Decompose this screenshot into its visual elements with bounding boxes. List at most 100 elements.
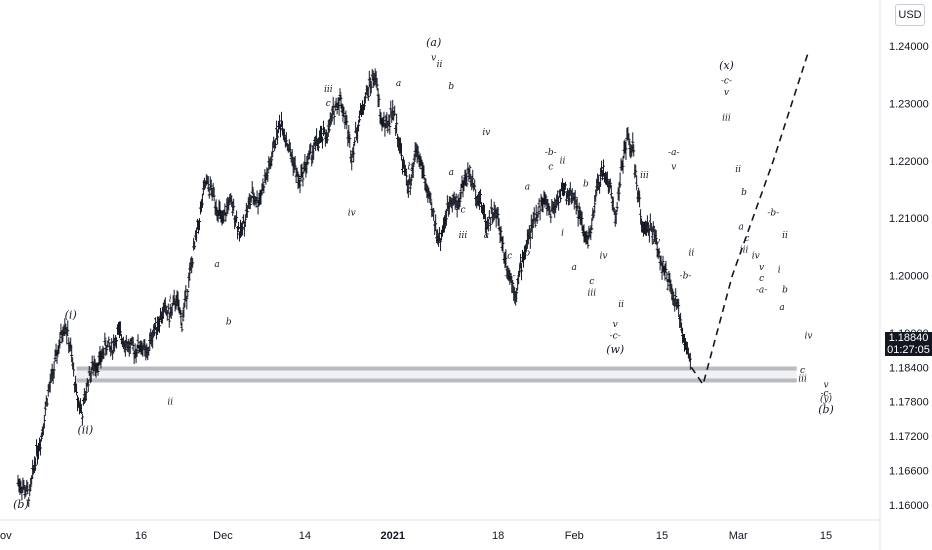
wave-label: a [525, 182, 530, 192]
wave-label: b [407, 162, 413, 172]
wave-label: -c- [820, 389, 831, 399]
y-tick-label: 1.16000 [889, 500, 929, 512]
wave-label: v [671, 162, 676, 172]
x-tick-label: Mar [729, 530, 748, 542]
wave-label: c [800, 366, 805, 376]
wave-label: a [572, 263, 577, 273]
wave-label: iii [459, 231, 468, 241]
wave-label: b [583, 180, 589, 190]
wave-label: -b- [680, 271, 692, 281]
wave-label: a [484, 231, 489, 241]
wave-label: (w) [606, 343, 624, 356]
wave-label: b [226, 317, 232, 327]
y-tick-label: 1.17200 [889, 431, 929, 443]
projection-path [690, 51, 810, 387]
wave-label: (i) [65, 309, 77, 322]
wave-label: a [779, 303, 784, 313]
y-tick-label: 1.20000 [889, 271, 929, 283]
y-tick-label: 1.21000 [889, 213, 929, 225]
wave-label: a [449, 168, 454, 178]
wave-label: iii [722, 114, 731, 124]
wave-label: iv [804, 332, 812, 342]
wave-label: b [782, 286, 788, 296]
wave-label: ii [167, 398, 173, 408]
wave-label: a [738, 223, 743, 233]
wave-label: c [589, 277, 594, 287]
x-tick-label: 16 [135, 530, 147, 542]
y-axis-ticks[interactable]: 1.240001.230001.220001.210001.200001.190… [889, 41, 929, 512]
wave-label: c [759, 274, 764, 284]
wave-label: (b) [818, 403, 834, 416]
wave-label: iii [587, 289, 596, 299]
wave-label: ii [437, 60, 443, 70]
wave-label: i [778, 266, 781, 276]
wave-label: iv [600, 251, 608, 261]
y-tick-label: 1.17800 [889, 397, 929, 409]
wave-label: iv [482, 128, 490, 138]
wave-label: -c- [721, 76, 732, 86]
wave-label: a [396, 79, 401, 89]
x-tick-label: 14 [299, 530, 311, 542]
wave-label: iv [652, 237, 660, 247]
last-price-label: 1.18840 01:27:05 [885, 332, 932, 357]
wave-label: c [548, 162, 553, 172]
y-tick-label: 1.24000 [889, 41, 929, 53]
wave-label: i [561, 228, 564, 238]
wave-label: i [169, 294, 172, 304]
x-tick-label: 2021 [380, 530, 404, 542]
wave-label: a [214, 260, 219, 270]
wave-label: ii [782, 231, 788, 241]
wave-label: (x) [719, 59, 734, 72]
wave-label: v [431, 53, 436, 63]
currency-button[interactable]: USD [895, 4, 925, 26]
wave-label: ii [688, 248, 694, 258]
y-tick-label: 1.22000 [889, 156, 929, 168]
x-tick-label: Dec [213, 530, 233, 542]
wave-label: iii [640, 171, 649, 181]
wave-label: ii [560, 157, 566, 167]
wave-label: iii [740, 246, 749, 256]
x-tick-label: 15 [656, 530, 668, 542]
wave-label: (y) [820, 394, 833, 405]
wave-label: -a- [756, 286, 767, 296]
wave-label: b [448, 82, 454, 92]
x-tick-label: Feb [565, 530, 584, 542]
wave-label: ii [618, 300, 624, 310]
axes [0, 0, 881, 550]
wave-label: (ii) [78, 423, 94, 436]
wave-label: c [507, 251, 512, 261]
x-tick-label: ov [0, 530, 12, 542]
y-tick-label: 1.16600 [889, 466, 929, 478]
y-tick-label: 1.23000 [889, 98, 929, 110]
x-axis-ticks[interactable]: ov 16 Dec 14 2021 18 Feb 15 Mar 15 [0, 530, 832, 542]
plot-area[interactable]: (b)(i)(ii)iiiabiiicivab(a)viibaciiiivac-… [13, 36, 834, 511]
bar-countdown: 01:27:05 [887, 344, 930, 357]
wave-label: iv [752, 251, 760, 261]
wave-label: -b- [545, 148, 557, 158]
wave-label: c [326, 99, 331, 109]
x-tick-label: 18 [492, 530, 504, 542]
wave-label: -c- [610, 332, 621, 342]
wave-label: iv [348, 208, 356, 218]
wave-label: v [613, 320, 618, 330]
x-tick-label: 15 [820, 530, 832, 542]
wave-label: (a) [426, 36, 441, 49]
wave-label: c [744, 234, 749, 244]
wave-label: -b- [767, 208, 779, 218]
wave-label: -a- [504, 271, 515, 281]
wave-label: c [460, 205, 465, 215]
support-zone-fill [76, 368, 797, 381]
wave-label: ii [735, 165, 741, 175]
wave-label: -a- [668, 148, 679, 158]
wave-label: iii [324, 85, 333, 95]
wave-label: b [741, 188, 747, 198]
wave-label: b [525, 248, 531, 258]
last-price-value: 1.18840 [888, 332, 929, 345]
wave-label: v [823, 380, 828, 390]
y-tick-label: 1.18400 [889, 362, 929, 374]
wave-label: (b) [13, 498, 29, 511]
wave-label: iii [798, 375, 807, 385]
wave-label: v [724, 88, 729, 98]
wave-label: v [759, 263, 764, 273]
